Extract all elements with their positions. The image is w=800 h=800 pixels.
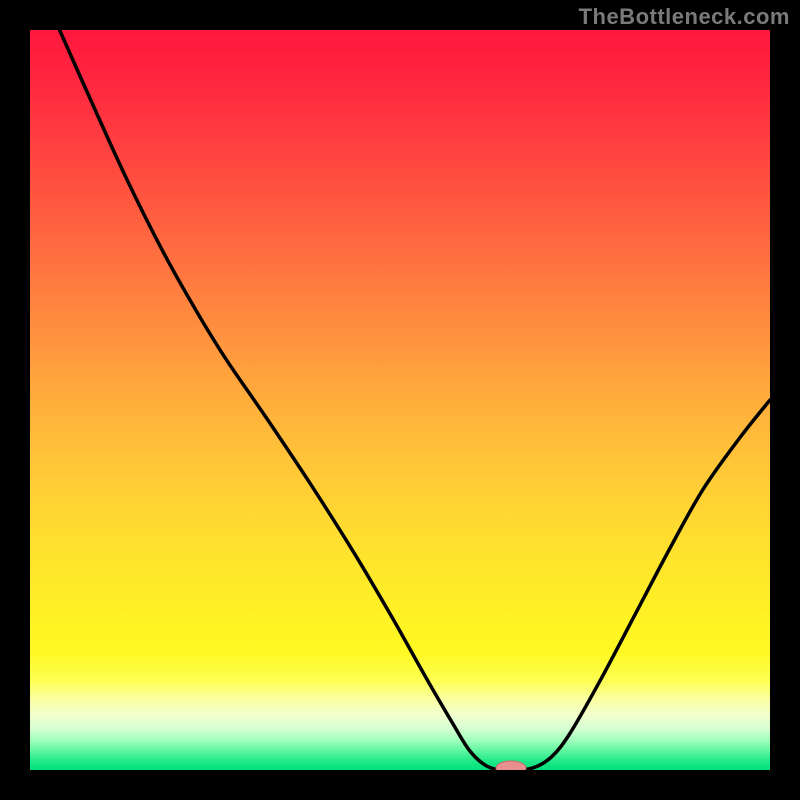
chart-background <box>30 30 770 770</box>
chart-container: TheBottleneck.com <box>0 0 800 800</box>
bottleneck-chart <box>0 0 800 800</box>
watermark-text: TheBottleneck.com <box>579 4 790 30</box>
